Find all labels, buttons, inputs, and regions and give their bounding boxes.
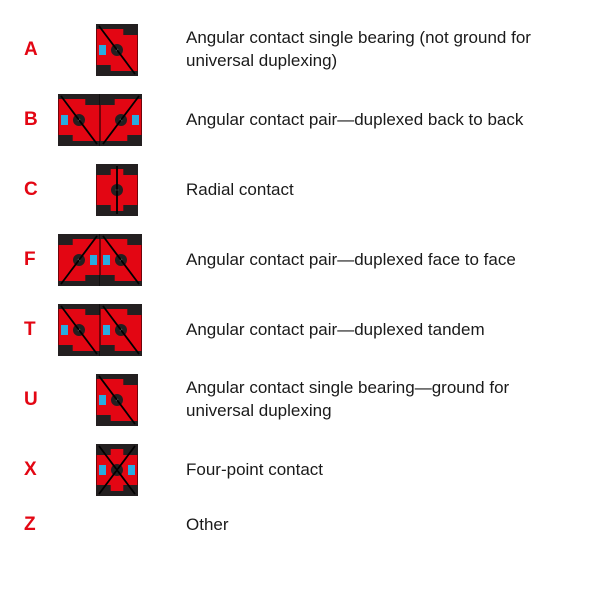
bearing-code: U xyxy=(24,389,58,411)
legend-row: Z Other xyxy=(24,514,580,537)
bearing-icon xyxy=(58,304,178,356)
bearing-icon xyxy=(58,374,178,426)
legend-row: T Angular contact pair—duplexed tandem xyxy=(24,304,580,356)
bearing-description: Angular contact pair—duplexed back to ba… xyxy=(178,109,580,132)
bearing-code: B xyxy=(24,109,58,131)
legend-row: C Radial contact xyxy=(24,164,580,216)
bearing-code: C xyxy=(24,179,58,201)
bearing-icon xyxy=(58,24,178,76)
bearing-code: A xyxy=(24,39,58,61)
bearing-description: Angular contact single bearing (not grou… xyxy=(178,27,580,73)
legend-row: B Angular contact pair—duplexed back to b… xyxy=(24,94,580,146)
legend-row: F Angular contact pair—duplexed face to f… xyxy=(24,234,580,286)
bearing-code: T xyxy=(24,319,58,341)
bearing-icon xyxy=(58,444,178,496)
bearing-description: Angular contact pair—duplexed tandem xyxy=(178,319,580,342)
bearing-code: X xyxy=(24,459,58,481)
legend-row: A Angular contact single bearing (not gro… xyxy=(24,24,580,76)
bearing-description: Other xyxy=(178,514,580,537)
legend-row: X Four-point contact xyxy=(24,444,580,496)
bearing-description: Radial contact xyxy=(178,179,580,202)
bearing-description: Angular contact pair—duplexed face to fa… xyxy=(178,249,580,272)
bearing-icon xyxy=(58,234,178,286)
bearing-code: Z xyxy=(24,514,58,536)
bearing-icon xyxy=(58,164,178,216)
bearing-code: F xyxy=(24,249,58,271)
bearing-description: Four-point contact xyxy=(178,459,580,482)
bearing-description: Angular contact single bearing—ground fo… xyxy=(178,377,580,423)
bearing-icon xyxy=(58,94,178,146)
legend-row: U Angular contact single bearing—ground f… xyxy=(24,374,580,426)
